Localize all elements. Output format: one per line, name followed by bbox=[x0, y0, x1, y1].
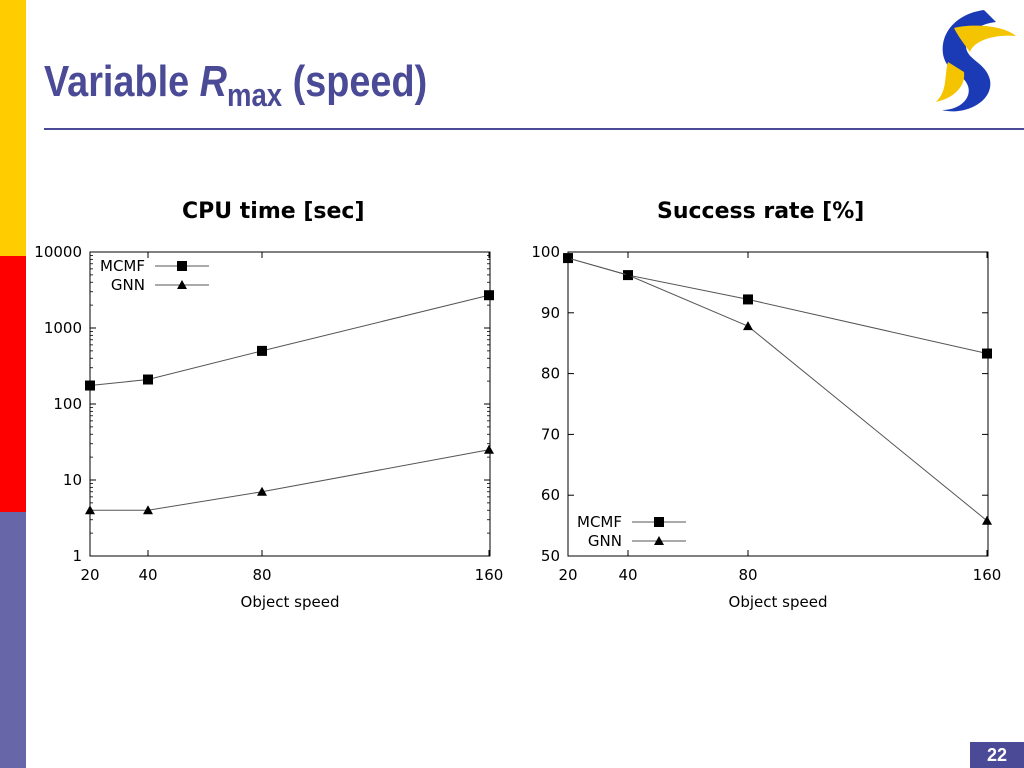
slide-title-prefix: Variable bbox=[44, 57, 200, 106]
x-tick-label: 80 bbox=[738, 566, 757, 584]
legend-marker-mcmf bbox=[654, 517, 664, 527]
slide-title-subscript: max bbox=[227, 77, 283, 113]
x-tick-label: 20 bbox=[80, 566, 99, 584]
legend-label-gnn: GNN bbox=[588, 532, 622, 550]
x-axis-label: Object speed bbox=[241, 593, 340, 611]
accent-stripe-yellow bbox=[0, 0, 26, 256]
y-tick-label: 80 bbox=[541, 365, 560, 383]
legend-label-mcmf: MCMF bbox=[577, 513, 622, 531]
data-point-gnn bbox=[563, 253, 573, 263]
x-axis-label: Object speed bbox=[729, 593, 828, 611]
data-point-gnn bbox=[743, 321, 753, 331]
y-tick-label: 100 bbox=[53, 395, 82, 413]
data-point-gnn bbox=[257, 486, 267, 496]
legend-marker-gnn bbox=[654, 536, 664, 545]
series-line-gnn bbox=[567, 257, 988, 522]
y-tick-label: 90 bbox=[541, 304, 560, 322]
data-point-gnn bbox=[623, 270, 633, 280]
success-chart-title: Success rate [%] bbox=[657, 199, 865, 224]
data-point-gnn bbox=[484, 444, 494, 454]
legend-label-gnn: GNN bbox=[111, 276, 145, 294]
accent-stripe-red bbox=[0, 256, 26, 512]
slide-title: Variable Rmax (speed) bbox=[44, 57, 428, 113]
cpu-chart-title: CPU time [sec] bbox=[182, 199, 365, 224]
plot-frame bbox=[567, 251, 989, 557]
title-underline bbox=[44, 128, 1024, 130]
success-rate-chart: 50 60 70 80 90 100 20 40 80 160 Object speed MCMFGN… bbox=[531, 243, 1001, 611]
x-tick-label: 80 bbox=[252, 566, 271, 584]
legend-marker-gnn bbox=[177, 280, 187, 289]
y-tick-label: 1000 bbox=[44, 319, 82, 337]
y-tick-label: 70 bbox=[541, 425, 560, 443]
data-point-mcmf bbox=[982, 348, 992, 359]
data-point-mcmf bbox=[85, 380, 95, 391]
data-point-mcmf bbox=[743, 294, 753, 305]
data-point-mcmf bbox=[143, 374, 153, 385]
data-point-mcmf bbox=[484, 290, 494, 301]
series-line-gnn bbox=[90, 449, 490, 511]
y-tick-label: 50 bbox=[541, 547, 560, 565]
x-tick-label: 40 bbox=[138, 566, 157, 584]
slide-title-suffix: (speed) bbox=[282, 57, 428, 106]
x-tick-label: 160 bbox=[973, 566, 1002, 584]
x-tick-label: 20 bbox=[558, 566, 577, 584]
accent-stripe-blue bbox=[0, 512, 26, 768]
swirl-logo-icon bbox=[936, 10, 1016, 112]
y-tick-label: 100 bbox=[531, 243, 560, 261]
data-point-mcmf bbox=[257, 345, 267, 356]
y-tick-label: 10 bbox=[63, 471, 82, 489]
y-tick-label: 60 bbox=[541, 486, 560, 504]
page-number: 22 bbox=[970, 742, 1024, 768]
data-point-gnn bbox=[143, 505, 153, 515]
data-point-gnn bbox=[85, 505, 95, 515]
legend-marker-mcmf bbox=[177, 261, 187, 271]
series-line-mcmf bbox=[89, 294, 490, 387]
x-tick-label: 160 bbox=[475, 566, 504, 584]
y-tick-label: 10000 bbox=[34, 243, 82, 261]
legend-label-mcmf: MCMF bbox=[100, 257, 145, 275]
data-point-gnn bbox=[982, 515, 992, 525]
y-tick-label: 1 bbox=[72, 547, 82, 565]
slide-title-variable: R bbox=[199, 57, 228, 106]
x-tick-label: 40 bbox=[618, 566, 637, 584]
cpu-time-chart: 1 10 100 1000 10000 20 40 80 160 Object speed MCMF… bbox=[34, 243, 503, 611]
